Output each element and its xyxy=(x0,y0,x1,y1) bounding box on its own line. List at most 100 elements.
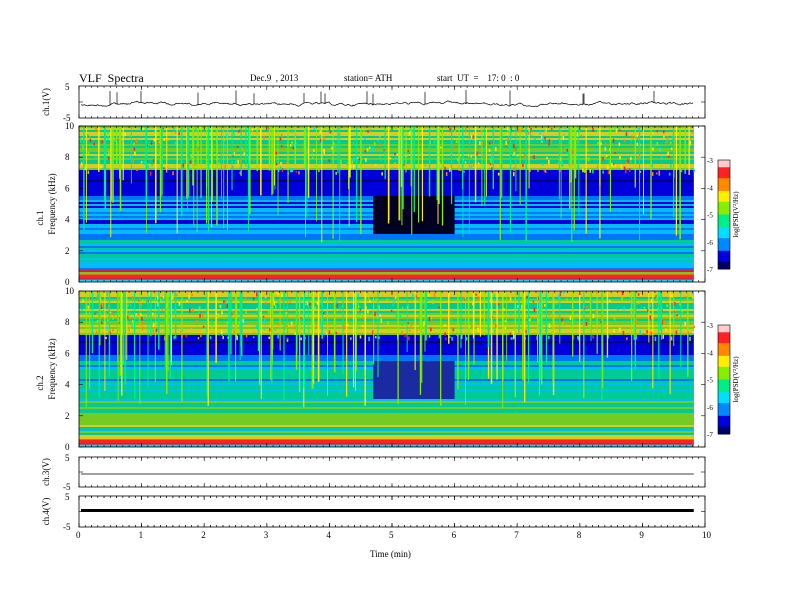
frequency-band xyxy=(79,297,694,299)
psd-speckle xyxy=(597,141,599,145)
psd-speckle xyxy=(673,302,676,306)
psd-speckle xyxy=(197,337,200,340)
psd-speckle xyxy=(655,304,658,306)
psd-speckle xyxy=(361,325,364,327)
psd-speckle xyxy=(349,164,352,169)
frequency-band xyxy=(79,190,694,192)
psd-speckle xyxy=(607,165,609,170)
psd-speckle xyxy=(277,167,280,173)
psd-speckle xyxy=(488,149,491,152)
psd-speckle xyxy=(255,325,258,330)
psd-speckle xyxy=(129,328,132,332)
psd-speckle xyxy=(408,336,410,341)
colorbar-swatch xyxy=(718,256,730,259)
psd-speckle xyxy=(564,146,566,149)
colorbar-tick-label: -5 xyxy=(707,212,713,220)
psd-speckle xyxy=(353,157,355,162)
psd-speckle xyxy=(416,329,418,332)
frequency-band xyxy=(79,429,694,431)
frequency-band xyxy=(79,359,694,361)
psd-speckle xyxy=(290,321,293,325)
psd-speckle xyxy=(504,327,506,329)
psd-speckle xyxy=(221,333,223,337)
x-tick-label: 8 xyxy=(577,530,582,540)
y-axis-label-channel: ch.2 xyxy=(35,375,45,390)
psd-speckle xyxy=(371,147,374,152)
psd-speckle xyxy=(692,331,694,334)
psd-speckle xyxy=(138,299,140,302)
colorbar-swatch xyxy=(718,221,730,225)
colorbar-swatch xyxy=(718,241,730,245)
colorbar-swatch xyxy=(718,335,730,339)
psd-speckle xyxy=(667,151,669,156)
psd-speckle xyxy=(155,321,158,325)
frequency-band xyxy=(79,327,694,329)
psd-speckle xyxy=(226,303,228,309)
psd-speckle xyxy=(631,135,633,140)
psd-speckle xyxy=(460,168,462,172)
colorbar-swatch xyxy=(718,325,730,328)
psd-speckle xyxy=(408,304,410,307)
psd-speckle xyxy=(646,330,648,334)
psd-speckle xyxy=(667,313,670,316)
psd-speckle xyxy=(329,137,331,140)
psd-speckle xyxy=(527,156,530,159)
psd-speckle xyxy=(670,336,673,341)
psd-speckle xyxy=(445,337,447,340)
psd-speckle xyxy=(288,329,290,334)
psd-speckle xyxy=(158,151,161,154)
psd-speckle xyxy=(153,131,156,134)
psd-speckle xyxy=(129,303,132,307)
psd-speckle xyxy=(277,334,279,339)
psd-speckle xyxy=(548,139,551,143)
psd-speckle xyxy=(148,291,151,296)
frequency-band xyxy=(79,270,694,272)
spectrogram-ch1 xyxy=(78,125,706,283)
y-axis-label-channel: ch.1 xyxy=(35,210,45,225)
psd-speckle xyxy=(141,326,144,331)
psd-speckle xyxy=(352,164,355,169)
psd-speckle xyxy=(692,291,694,295)
psd-speckle xyxy=(562,321,564,326)
colorbar-swatch xyxy=(718,341,730,344)
psd-speckle xyxy=(105,152,107,155)
frequency-band xyxy=(79,142,694,144)
quiet-interval-band xyxy=(373,383,455,385)
psd-speckle xyxy=(602,156,604,161)
psd-speckle xyxy=(530,128,532,130)
psd-speckle xyxy=(378,336,380,339)
colorbar-swatch xyxy=(718,334,730,337)
psd-speckle xyxy=(331,146,333,150)
psd-speckle xyxy=(660,163,663,168)
psd-speckle xyxy=(264,318,266,324)
psd-speckle xyxy=(548,311,550,316)
psd-speckle xyxy=(233,152,236,154)
x-axis-label: Time (min) xyxy=(370,549,411,559)
psd-speckle xyxy=(692,296,694,299)
psd-speckle xyxy=(336,303,339,308)
psd-speckle xyxy=(600,320,602,323)
psd-speckle xyxy=(378,136,381,140)
psd-speckle xyxy=(87,151,90,155)
psd-speckle xyxy=(512,330,515,335)
psd-speckle xyxy=(497,172,500,176)
psd-speckle xyxy=(114,132,117,135)
psd-speckle xyxy=(124,132,126,137)
psd-speckle xyxy=(470,155,473,158)
y-tick-label: 5 xyxy=(65,82,70,92)
psd-speckle xyxy=(139,293,142,298)
psd-speckle xyxy=(367,130,369,133)
psd-speckle xyxy=(649,304,652,308)
y-tick-label: -5 xyxy=(63,482,71,492)
psd-speckle xyxy=(86,302,88,305)
psd-speckle xyxy=(624,126,627,128)
frequency-band xyxy=(79,407,694,409)
psd-speckle xyxy=(113,157,116,160)
psd-speckle xyxy=(428,317,431,322)
colorbar-swatch xyxy=(718,337,730,341)
psd-speckle xyxy=(691,131,694,134)
psd-speckle xyxy=(106,132,109,136)
frequency-band xyxy=(79,240,694,242)
frequency-band xyxy=(79,256,694,258)
colorbar-swatch xyxy=(718,174,730,177)
